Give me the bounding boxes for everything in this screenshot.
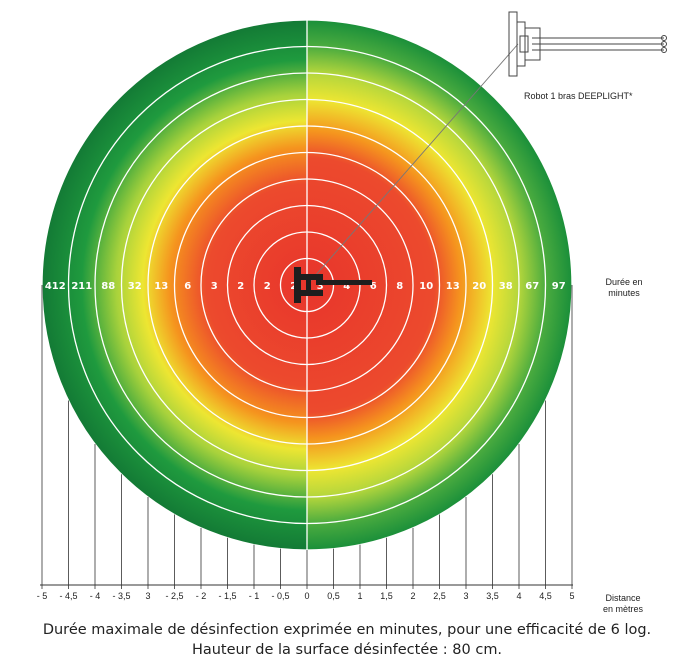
axis-tick-label-19: 4,5 xyxy=(539,591,552,601)
left-value-4: 13 xyxy=(154,281,168,292)
axis-tick-label-20: 5 xyxy=(569,591,574,601)
distance-drop-lines xyxy=(41,285,573,585)
axis-tick-label-5: - 2,5 xyxy=(165,591,183,601)
axis-tick-label-15: 2,5 xyxy=(433,591,446,601)
left-value-0: 412 xyxy=(45,281,66,292)
right-value-1: 4 xyxy=(343,281,350,292)
distance-tick-labels: - 5 - 4,5 - 4 - 3,5 3 - 2,5 - 2 - 1,5 - 1 - 0,5 0 0… xyxy=(37,591,575,601)
axis-tick-label-18: 4 xyxy=(516,591,521,601)
right-value-8: 67 xyxy=(525,281,539,292)
robot-arm-top-icon xyxy=(294,267,372,303)
axis-tick-label-4: 3 xyxy=(145,591,150,601)
caption-line-1: Durée maximale de désinfection exprimée … xyxy=(42,622,652,638)
axis-tick-label-8: - 1 xyxy=(249,591,260,601)
left-value-1: 211 xyxy=(71,281,92,292)
axis-tick-label-17: 3,5 xyxy=(486,591,499,601)
left-value-9: 2 xyxy=(290,281,297,292)
distance-label-line2: en mètres xyxy=(603,604,644,614)
robot-leader-line xyxy=(306,43,519,286)
right-value-2: 6 xyxy=(370,281,377,292)
right-value-6: 20 xyxy=(472,281,486,292)
distance-axis-ticks xyxy=(41,585,573,589)
right-value-4: 10 xyxy=(419,281,433,292)
axis-tick-label-16: 3 xyxy=(463,591,468,601)
axis-tick-label-6: - 2 xyxy=(196,591,207,601)
robot-label: Robot 1 bras DEEPLIGHT* xyxy=(524,91,633,101)
left-duration-values: 412 211 88 32 13 6 3 2 2 2 xyxy=(45,281,297,292)
axis-tick-label-10: 0 xyxy=(304,591,309,601)
left-value-3: 32 xyxy=(128,281,142,292)
left-value-7: 2 xyxy=(237,281,244,292)
robot-side-view-icon xyxy=(508,11,667,77)
distance-label-line1: Distance xyxy=(605,593,640,603)
right-value-9: 97 xyxy=(552,281,566,292)
left-value-2: 88 xyxy=(101,281,115,292)
left-value-8: 2 xyxy=(264,281,271,292)
duration-label-line2: minutes xyxy=(608,288,640,298)
axis-tick-label-9: - 0,5 xyxy=(271,591,289,601)
right-value-7: 38 xyxy=(499,281,513,292)
axis-tick-label-1: - 4,5 xyxy=(59,591,77,601)
axis-tick-label-0: - 5 xyxy=(37,591,48,601)
disinfection-diagram: - 5 - 4,5 - 4 - 3,5 3 - 2,5 - 2 - 1,5 - 1 - 0,5 0 0… xyxy=(37,11,667,614)
axis-tick-label-11: 0,5 xyxy=(327,591,340,601)
axis-tick-label-3: - 3,5 xyxy=(112,591,130,601)
caption-line-2: Hauteur de la surface désinfectée : 80 c… xyxy=(191,642,503,658)
axis-tick-label-13: 1,5 xyxy=(380,591,393,601)
right-value-0: 3 xyxy=(317,281,324,292)
duration-label-line1: Durée en xyxy=(605,277,642,287)
left-value-6: 3 xyxy=(211,281,218,292)
axis-tick-label-12: 1 xyxy=(357,591,362,601)
left-value-5: 6 xyxy=(184,281,191,292)
axis-tick-label-7: - 1,5 xyxy=(218,591,236,601)
axis-tick-label-2: - 4 xyxy=(90,591,101,601)
right-value-3: 8 xyxy=(396,281,403,292)
axis-tick-label-14: 2 xyxy=(410,591,415,601)
right-duration-values: 3 4 6 8 10 13 20 38 67 97 xyxy=(317,281,566,292)
right-value-5: 13 xyxy=(446,281,460,292)
